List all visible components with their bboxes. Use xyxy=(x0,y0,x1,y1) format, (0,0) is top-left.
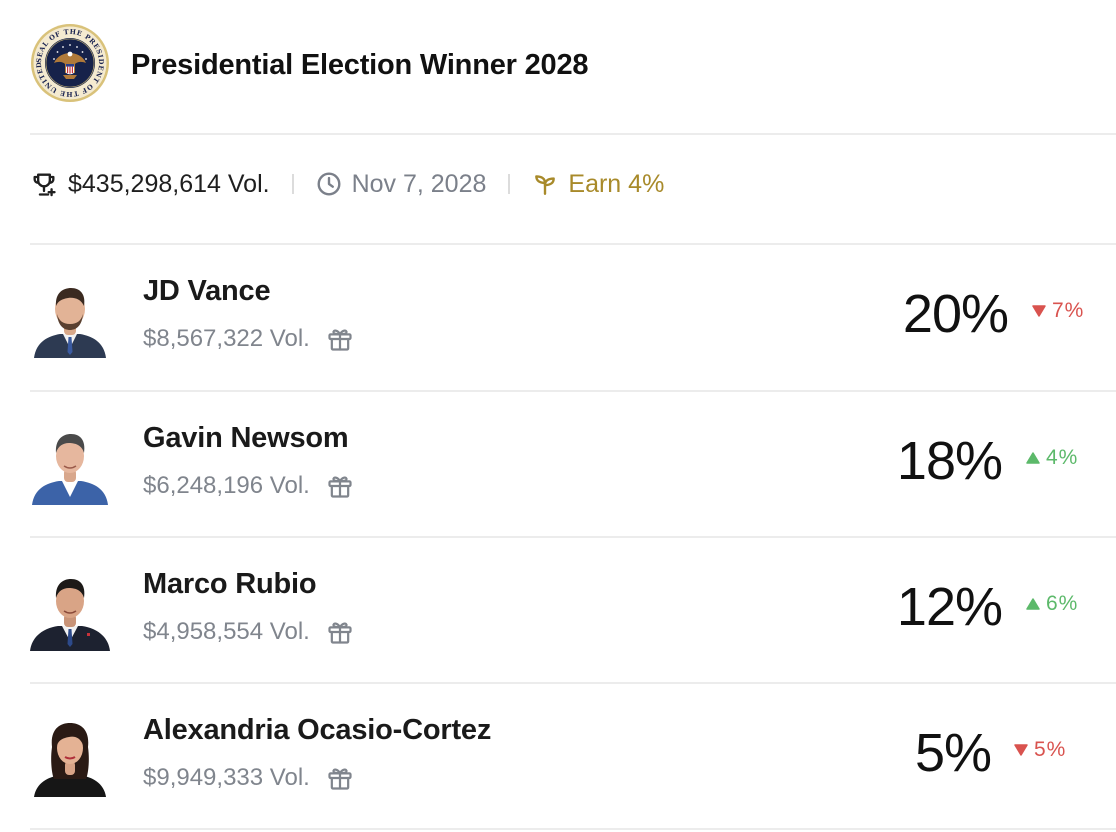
total-volume: $435,298,614 Vol. xyxy=(30,170,270,199)
candidate-change-value: 4% xyxy=(1046,446,1079,469)
candidate-volume-value: $8,567,322 Vol. xyxy=(143,325,310,352)
candidate-avatar xyxy=(34,288,106,358)
candidate-change: 5% xyxy=(1014,738,1066,762)
candidate-change: 4% xyxy=(1026,446,1078,470)
candidate-change-value: 6% xyxy=(1046,592,1079,615)
earn-badge[interactable]: Earn 4% xyxy=(532,170,664,199)
gift-icon[interactable] xyxy=(326,764,354,792)
market-title: Presidential Election Winner 2028 xyxy=(131,49,589,81)
clock-icon xyxy=(317,172,341,196)
divider xyxy=(30,390,1116,392)
candidate-volume-value: $6,248,196 Vol. xyxy=(143,472,310,499)
candidate-row-alexandria-ocasio-cortez[interactable]: Alexandria Ocasio-Cortez $9,949,333 Vol.… xyxy=(30,684,1116,829)
end-date-value: Nov 7, 2028 xyxy=(351,169,487,198)
presidential-seal-icon: SEAL OF THE PRESIDENT OF THE UNITED STAT… xyxy=(30,23,109,102)
divider xyxy=(30,133,1116,135)
candidate-name: Gavin Newsom xyxy=(143,422,349,454)
candidate-volume-value: $9,949,333 Vol. xyxy=(143,764,310,791)
candidate-percent: 20% xyxy=(902,284,1009,344)
candidate-avatar xyxy=(32,434,108,505)
triangle-down-icon xyxy=(1014,744,1028,756)
total-volume-value: $435,298,614 Vol. xyxy=(68,169,270,198)
candidate-percent: 5% xyxy=(914,723,992,783)
candidate-name: Marco Rubio xyxy=(143,568,317,600)
candidate-volume: $8,567,322 Vol. xyxy=(143,325,354,353)
candidate-volume: $9,949,333 Vol. xyxy=(143,764,354,792)
end-date[interactable]: Nov 7, 2028 xyxy=(316,169,487,199)
sprout-icon xyxy=(535,175,556,195)
gift-icon[interactable] xyxy=(326,618,354,646)
candidate-change: 6% xyxy=(1026,592,1078,616)
divider xyxy=(30,828,1116,830)
candidate-row-gavin-newsom[interactable]: Gavin Newsom $6,248,196 Vol. 18% 4% xyxy=(30,392,1116,537)
candidate-change-value: 5% xyxy=(1034,738,1067,761)
candidate-change: 7% xyxy=(1032,299,1084,323)
candidate-percent: 18% xyxy=(896,431,1003,491)
candidate-change-value: 7% xyxy=(1052,299,1085,322)
trophy-icon xyxy=(33,173,56,197)
divider xyxy=(30,536,1116,538)
market-header: SEAL OF THE PRESIDENT OF THE UNITED STAT… xyxy=(30,22,1116,112)
divider xyxy=(30,243,1116,245)
candidate-name: JD Vance xyxy=(143,275,271,307)
candidate-percent: 12% xyxy=(896,577,1003,637)
candidate-avatar xyxy=(34,723,106,797)
candidate-volume: $6,248,196 Vol. xyxy=(143,472,354,500)
candidate-volume: $4,958,554 Vol. xyxy=(143,618,354,646)
gift-icon[interactable] xyxy=(326,472,354,500)
market-meta: $435,298,614 Vol. Nov 7, 2028 Earn 4% xyxy=(30,160,1116,208)
gift-icon[interactable] xyxy=(326,325,354,353)
candidate-row-jd-vance[interactable]: JD Vance $8,567,322 Vol. 20% 7% xyxy=(30,245,1116,390)
triangle-up-icon xyxy=(1026,452,1040,464)
candidate-name: Alexandria Ocasio-Cortez xyxy=(143,714,492,746)
divider xyxy=(30,682,1116,684)
triangle-up-icon xyxy=(1026,598,1040,610)
separator xyxy=(508,174,511,194)
earn-label: Earn 4% xyxy=(568,169,665,198)
triangle-down-icon xyxy=(1032,305,1046,317)
candidate-volume-value: $4,958,554 Vol. xyxy=(143,618,310,645)
separator xyxy=(291,174,294,194)
candidate-avatar xyxy=(30,579,110,651)
candidate-row-marco-rubio[interactable]: Marco Rubio $4,958,554 Vol. 12% 6% xyxy=(30,538,1116,683)
